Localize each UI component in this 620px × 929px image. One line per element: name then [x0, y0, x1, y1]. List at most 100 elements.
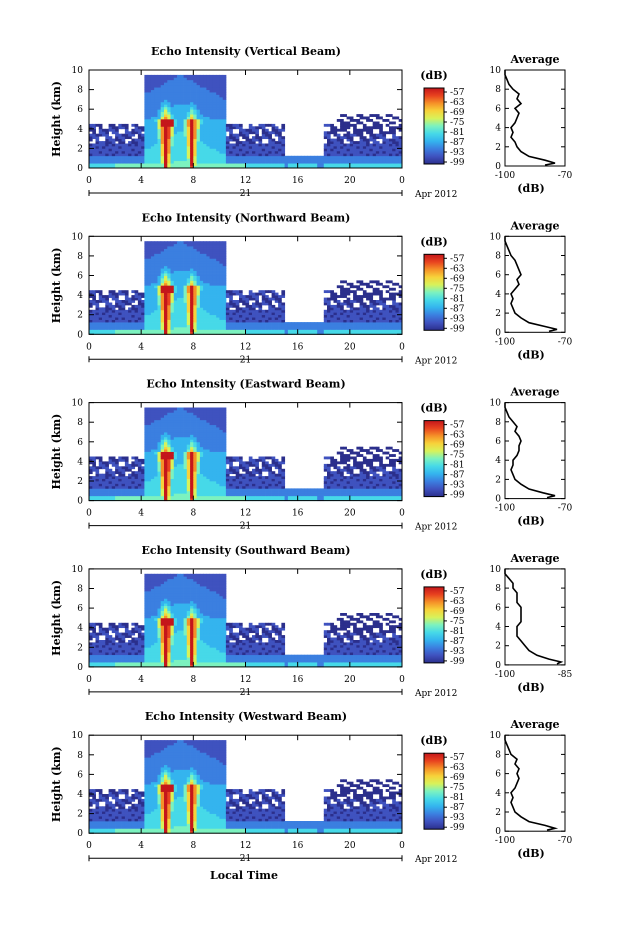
colorbar-tick-label: -99 [450, 324, 465, 334]
x-tick-label: 4 [138, 675, 144, 685]
avg-y-tick-label: 10 [490, 232, 502, 242]
colorbar-tick-label: -69 [450, 108, 465, 118]
avg-y-tick-label: 0 [495, 162, 501, 172]
avg-y-tick-label: 0 [495, 827, 501, 837]
colorbar-tick-label: -63 [450, 597, 465, 607]
y-tick-label: 8 [77, 585, 83, 595]
average-xlabel: (dB) [517, 182, 544, 195]
y-tick-label: 10 [72, 565, 84, 575]
avg-y-tick-label: 8 [495, 750, 501, 760]
avg-x-tick-label: -100 [495, 504, 515, 514]
panels-group: Echo Intensity (Vertical Beam) 0 2 4 6 8 10 0 4 8… [50, 45, 573, 865]
month-label: Apr 2012 [414, 689, 457, 699]
colorbar-tick-label: -81 [450, 128, 465, 138]
colorbar-tick-label: -81 [450, 461, 465, 471]
colorbar-tick-label: -99 [450, 823, 465, 833]
avg-x-tick-label: -85 [558, 670, 573, 680]
colorbar-tick-label: -87 [450, 803, 465, 813]
colorbar-tick-label: -87 [450, 138, 465, 148]
y-tick-label: 6 [77, 770, 83, 780]
avg-x-tick-label: -70 [558, 504, 573, 514]
x-tick-label: 4 [138, 509, 144, 519]
x-tick-label: 8 [190, 176, 196, 186]
colorbar-tick-label: -69 [450, 607, 465, 617]
colorbar-tick-label: -93 [450, 813, 465, 823]
y-tick-label: 4 [77, 624, 83, 634]
colorbar-tick-label: -69 [450, 441, 465, 451]
y-axis-label: Height (km) [50, 746, 63, 822]
day-label: 21 [240, 355, 251, 365]
colorbar-tick-label: -99 [450, 657, 465, 667]
x-tick-label: 4 [138, 176, 144, 186]
y-tick-label: 6 [77, 272, 83, 282]
x-tick-label: 8 [190, 675, 196, 685]
colorbar-tick-label: -75 [450, 617, 465, 627]
average-title: Average [509, 718, 559, 731]
panel-3: Echo Intensity (Eastward Beam) 0 2 4 6 8 10 0 4 8… [50, 378, 573, 533]
panel-5: Echo Intensity (Westward Beam) 0 2 4 6 8 10 0 4 8… [50, 710, 573, 865]
colorbar-unit: (dB) [420, 69, 447, 82]
colorbar-tick-label: -81 [450, 627, 465, 637]
panel-title: Echo Intensity (Eastward Beam) [146, 378, 345, 391]
y-tick-label: 8 [77, 418, 83, 428]
average-frame [504, 402, 566, 500]
avg-x-tick-label: -70 [558, 171, 573, 181]
avg-y-tick-label: 6 [495, 437, 501, 447]
avg-y-tick-label: 6 [495, 770, 501, 780]
x-axis-label: Local Time [210, 869, 278, 882]
y-tick-label: 4 [77, 125, 83, 135]
colorbar-tick-label: -75 [450, 451, 465, 461]
average-title: Average [509, 552, 559, 565]
x-tick-label: 8 [190, 342, 196, 352]
avg-y-tick-label: 10 [490, 399, 502, 409]
x-tick-label: 0 [86, 841, 92, 851]
average-xlabel: (dB) [517, 681, 544, 694]
heatmap-field [89, 74, 403, 169]
y-axis-label: Height (km) [50, 247, 63, 323]
average-frame [504, 568, 566, 666]
colorbar-tick-label: -57 [450, 88, 465, 98]
y-tick-label: 2 [77, 477, 83, 487]
colorbar-tick-label: -93 [450, 481, 465, 491]
avg-y-tick-label: 10 [490, 565, 502, 575]
y-tick-label: 4 [77, 291, 83, 301]
y-tick-label: 2 [77, 643, 83, 653]
avg-y-tick-label: 2 [495, 143, 501, 153]
avg-x-tick-label: -70 [558, 836, 573, 846]
colorbar-tick-label: -99 [450, 158, 465, 168]
avg-x-tick-label: -100 [495, 836, 515, 846]
x-tick-label: 4 [138, 342, 144, 352]
colorbar-unit: (dB) [420, 734, 447, 747]
y-axis-label: Height (km) [50, 81, 63, 157]
x-tick-label: 12 [240, 509, 251, 519]
y-tick-label: 10 [72, 66, 84, 76]
month-label: Apr 2012 [414, 855, 457, 865]
x-tick-label: 0 [86, 509, 92, 519]
avg-y-tick-label: 8 [495, 85, 501, 95]
month-label: Apr 2012 [414, 356, 457, 366]
y-tick-label: 6 [77, 105, 83, 115]
avg-y-tick-label: 6 [495, 271, 501, 281]
y-tick-label: 0 [77, 330, 83, 340]
avg-y-tick-label: 2 [495, 642, 501, 652]
day-label: 21 [240, 189, 251, 199]
avg-y-tick-label: 2 [495, 309, 501, 319]
panel-4: Echo Intensity (Southward Beam) 0 2 4 6 8 10 0 4… [50, 544, 573, 699]
avg-y-tick-label: 0 [495, 328, 501, 338]
heatmap-field [89, 407, 403, 502]
colorbar-tick-label: -57 [450, 421, 465, 431]
y-tick-label: 2 [77, 311, 83, 321]
x-tick-label: 20 [344, 509, 356, 519]
average-xlabel: (dB) [517, 348, 544, 361]
avg-y-tick-label: 6 [495, 104, 501, 114]
x-tick-label: 20 [344, 841, 356, 851]
average-title: Average [509, 386, 559, 399]
avg-x-tick-label: -100 [495, 670, 515, 680]
colorbar [423, 420, 445, 498]
colorbar-tick-label: -75 [450, 118, 465, 128]
x-tick-label: 12 [240, 675, 251, 685]
avg-y-tick-label: 2 [495, 808, 501, 818]
x-tick-label: 0 [86, 675, 92, 685]
y-tick-label: 4 [77, 457, 83, 467]
day-label: 21 [240, 522, 251, 532]
